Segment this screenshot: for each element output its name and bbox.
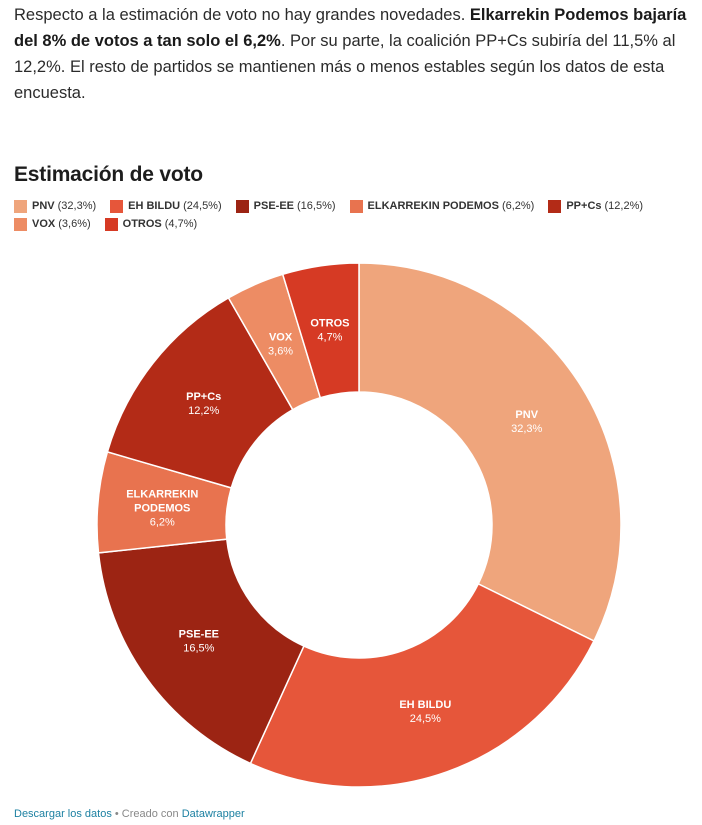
slice-label-value: 12,2% <box>188 405 219 417</box>
slice-label: PP+Cs 12,2% <box>186 391 221 417</box>
donut-slice[interactable] <box>97 538 305 765</box>
legend-swatch <box>349 200 363 213</box>
donut-slice[interactable] <box>358 262 622 643</box>
footer-separator: • Creado con <box>111 808 182 820</box>
legend-item: PP+Cs (12,2%) <box>548 199 643 214</box>
intro-paragraph: Respecto a la estimación de voto no hay … <box>14 2 698 106</box>
slice-label-value: 16,5% <box>183 643 214 655</box>
legend-swatch <box>548 200 562 213</box>
slice-label-value: 6,2% <box>150 517 175 529</box>
legend-item: OTROS (4,7%) <box>104 217 198 232</box>
legend-value: (12,2%) <box>604 200 644 212</box>
legend-value: (24,5%) <box>183 200 222 212</box>
slice-label-value: 24,5% <box>410 713 441 725</box>
chart-area: PNV 32,3% EH BILDU 24,5% PSE-EE 16,5% ELKARREK… <box>0 240 702 800</box>
slice-label-name: VOX <box>269 332 293 344</box>
chart-footer: Descargar los datos • Creado con Datawra… <box>14 808 245 820</box>
legend-name: OTROS <box>122 218 162 230</box>
legend-item: VOX (3,6%) <box>14 217 91 232</box>
slice-label-name: PODEMOS <box>134 503 190 515</box>
intro-text-2: . Por su parte, la coalición PP+Cs subir… <box>14 32 676 102</box>
download-data-link[interactable]: Descargar los datos <box>14 808 112 820</box>
chart-title: Estimación de voto <box>14 163 203 186</box>
legend-value: (6,2%) <box>501 200 535 212</box>
slice-label-value: 3,6% <box>268 346 293 358</box>
legend-value: (3,6%) <box>58 218 91 230</box>
legend-name: PSE-EE <box>253 200 294 212</box>
slice-label-text: ELKARREKIN PODEMOS 6,2% <box>126 489 198 529</box>
legend-value: (4,7%) <box>164 218 198 230</box>
intro-bold-text: Elkarrekin Podemos bajaría del 8% de vot… <box>14 6 687 50</box>
legend-swatch <box>110 200 124 213</box>
legend-name: VOX <box>32 218 56 230</box>
slice-label: PSE-EE 16,5% <box>179 629 219 655</box>
slice-label-name: ELKARREKIN <box>126 489 198 501</box>
legend-item: EH BILDU (24,5%) <box>110 199 222 214</box>
slice-label-name: EH BILDU <box>399 699 451 711</box>
slice-label: EH BILDU 24,5% <box>399 699 451 725</box>
slice-label: ELKARREKIN PODEMOS 6,2% <box>126 489 198 529</box>
legend-swatch <box>104 218 118 231</box>
slice-label-text: PSE-EE 16,5% <box>179 629 219 655</box>
slice-label-name: PP+Cs <box>186 391 221 403</box>
legend-item: ELKARREKIN PODEMOS (6,2%) <box>349 199 535 214</box>
slice-label-value: 32,3% <box>511 423 542 435</box>
slice-label: PNV 32,3% <box>511 409 542 435</box>
slice-label-text: PP+Cs 12,2% <box>186 391 221 417</box>
legend-swatch <box>235 200 249 213</box>
slice-label: VOX 3,6% <box>268 332 293 358</box>
legend-name: PNV <box>32 200 55 212</box>
slice-label-name: PNV <box>515 409 538 421</box>
slice-label-value: 4,7% <box>317 332 342 344</box>
donut-slice[interactable] <box>249 582 595 788</box>
slice-label: OTROS 4,7% <box>310 318 349 344</box>
slice-label-name: OTROS <box>310 318 349 330</box>
slice-label-text: EH BILDU 24,5% <box>399 699 451 725</box>
legend-name: ELKARREKIN PODEMOS <box>367 200 499 212</box>
legend-swatch <box>14 218 27 231</box>
slice-label-text: PNV 32,3% <box>511 409 542 435</box>
legend-name: PP+Cs <box>566 200 602 212</box>
legend-value: (16,5%) <box>297 200 336 212</box>
datawrapper-link[interactable]: Datawrapper <box>181 808 245 820</box>
intro-text-1: Respecto a la estimación de voto no hay … <box>14 6 470 24</box>
donut-chart: PNV 32,3% EH BILDU 24,5% PSE-EE 16,5% ELKARREK… <box>96 262 622 788</box>
slice-label-text: VOX 3,6% <box>268 332 293 358</box>
chart-legend: PNV (32,3%) EH BILDU (24,5%) PSE-EE (16,5%) EL… <box>14 199 694 232</box>
slice-label-text: OTROS 4,7% <box>310 318 349 344</box>
legend-swatch <box>14 200 27 213</box>
legend-name: EH BILDU <box>128 200 181 212</box>
legend-value: (32,3%) <box>57 200 97 212</box>
legend-item: PSE-EE (16,5%) <box>235 199 336 214</box>
slice-label-name: PSE-EE <box>179 629 219 641</box>
legend-item: PNV (32,3%) <box>14 199 96 214</box>
donut-slice[interactable] <box>281 262 360 399</box>
